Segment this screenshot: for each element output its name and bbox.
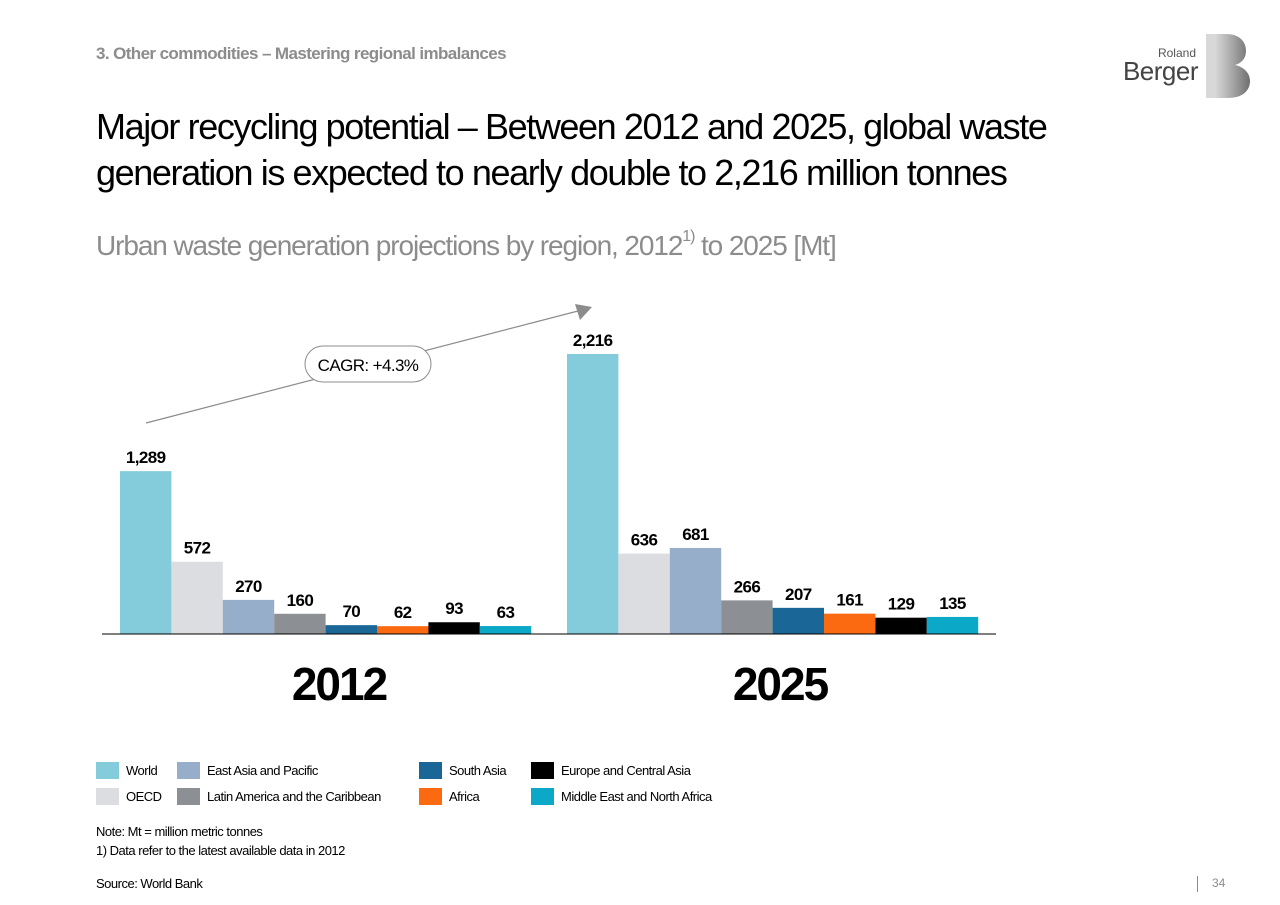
legend-label: Latin America and the Caribbean bbox=[207, 788, 381, 804]
source-text: Source: World Bank bbox=[96, 876, 203, 891]
legend-swatch bbox=[177, 787, 200, 805]
legend-swatch bbox=[531, 787, 554, 805]
page-number: 34 bbox=[1197, 876, 1225, 892]
bar-2012-east-asia-and-pacific bbox=[222, 599, 275, 634]
bar-2025-oecd bbox=[618, 553, 670, 634]
value-label-2025-europe-and-central-asia: 129 bbox=[888, 595, 915, 614]
bar-2012-latin-america-and-the-caribbean bbox=[274, 613, 326, 634]
note-footnote: 1) Data refer to the latest available da… bbox=[96, 843, 345, 858]
bar-2012-europe-and-central-asia bbox=[428, 622, 480, 634]
legend-label: World bbox=[126, 762, 158, 778]
bar-2012-south-asia bbox=[325, 625, 377, 634]
value-label-2025-africa: 161 bbox=[836, 591, 863, 610]
legend-item-world: World bbox=[96, 761, 158, 779]
legend-label: South Asia bbox=[449, 762, 507, 778]
legend-label: OECD bbox=[126, 788, 162, 804]
roland-berger-logo: Roland Berger bbox=[1118, 34, 1254, 100]
subtitle-main: Urban waste generation projections by re… bbox=[96, 230, 683, 261]
value-label-2012-africa: 62 bbox=[394, 603, 412, 622]
value-label-2025-oecd: 636 bbox=[631, 531, 658, 550]
section-heading: 3. Other commodities – Mastering regiona… bbox=[96, 44, 507, 63]
legend-swatch bbox=[531, 761, 554, 779]
value-label-2025-latin-america-and-the-caribbean: 266 bbox=[734, 577, 761, 596]
value-label-2025-south-asia: 207 bbox=[785, 585, 812, 604]
bar-2012-oecd bbox=[171, 561, 223, 634]
note-units: Note: Mt = million metric tonnes bbox=[96, 824, 263, 839]
value-label-2025-east-asia-and-pacific: 681 bbox=[682, 525, 709, 544]
bar-2012-world bbox=[120, 471, 172, 634]
bar-2025-europe-and-central-asia bbox=[875, 617, 927, 634]
value-label-2012-east-asia-and-pacific: 270 bbox=[235, 577, 262, 596]
cagr-annotation-box bbox=[304, 345, 432, 383]
chart-subtitle: Urban waste generation projections by re… bbox=[96, 228, 837, 262]
cagr-arrowhead-icon bbox=[575, 304, 592, 320]
logo-roland-text: Roland bbox=[1157, 46, 1196, 60]
legend-item-europe-and-central-asia: Europe and Central Asia bbox=[531, 761, 691, 779]
group-label-2012: 2012 bbox=[292, 658, 387, 710]
value-label-2012-south-asia: 70 bbox=[342, 602, 360, 621]
value-label-2025-middle-east-and-north-africa: 135 bbox=[939, 594, 966, 613]
legend-label: Africa bbox=[449, 788, 480, 804]
slide-title: Major recycling potential – Between 2012… bbox=[96, 106, 1048, 193]
legend-swatch bbox=[96, 761, 119, 779]
logo-berger-text: Berger bbox=[1122, 56, 1199, 86]
bar-2025-middle-east-and-north-africa bbox=[926, 616, 979, 634]
bar-2025-africa bbox=[824, 613, 876, 634]
legend-item-oecd: OECD bbox=[96, 787, 162, 805]
subtitle-footnote-mark: 1) bbox=[682, 228, 695, 245]
legend-item-middle-east-and-north-africa: Middle East and North Africa bbox=[531, 787, 712, 805]
value-label-2012-oecd: 572 bbox=[184, 539, 211, 558]
value-label-2012-latin-america-and-the-caribbean: 160 bbox=[287, 591, 314, 610]
legend-label: Middle East and North Africa bbox=[561, 788, 712, 804]
legend-item-latin-america-and-the-caribbean: Latin America and the Caribbean bbox=[177, 787, 381, 805]
value-label-2012-world: 1,289 bbox=[126, 448, 166, 467]
legend-label: East Asia and Pacific bbox=[207, 762, 318, 778]
legend-swatch bbox=[419, 761, 442, 779]
bar-2025-south-asia bbox=[772, 607, 824, 634]
notes: Note: Mt = million metric tonnes 1) Data… bbox=[96, 822, 345, 860]
bar-2012-africa bbox=[377, 626, 429, 634]
bar-2025-east-asia-and-pacific bbox=[669, 547, 722, 634]
legend-item-east-asia-and-pacific: East Asia and Pacific bbox=[177, 761, 318, 779]
value-label-2012-middle-east-and-north-africa: 63 bbox=[497, 603, 515, 622]
cagr-annotation-text: CAGR: +4.3% bbox=[318, 356, 419, 375]
legend-swatch bbox=[177, 761, 200, 779]
legend-label: Europe and Central Asia bbox=[561, 762, 691, 778]
legend-swatch bbox=[419, 787, 442, 805]
value-label-2025-world: 2,216 bbox=[573, 331, 613, 350]
value-label-2012-europe-and-central-asia: 93 bbox=[445, 599, 463, 618]
bar-2025-world bbox=[567, 354, 619, 634]
logo-b-mark-icon bbox=[1206, 34, 1250, 98]
legend-swatch bbox=[96, 787, 119, 805]
bar-2025-latin-america-and-the-caribbean bbox=[721, 600, 773, 634]
legend-item-south-asia: South Asia bbox=[419, 761, 507, 779]
waste-bar-chart: 1,289 572 270 160 70 62 93 63 2012 2,216 636 681 266… bbox=[102, 304, 996, 710]
legend-item-africa: Africa bbox=[419, 787, 480, 805]
bar-2012-middle-east-and-north-africa bbox=[479, 626, 532, 634]
group-label-2025: 2025 bbox=[733, 658, 829, 710]
subtitle-tail: to 2025 [Mt] bbox=[694, 230, 837, 261]
